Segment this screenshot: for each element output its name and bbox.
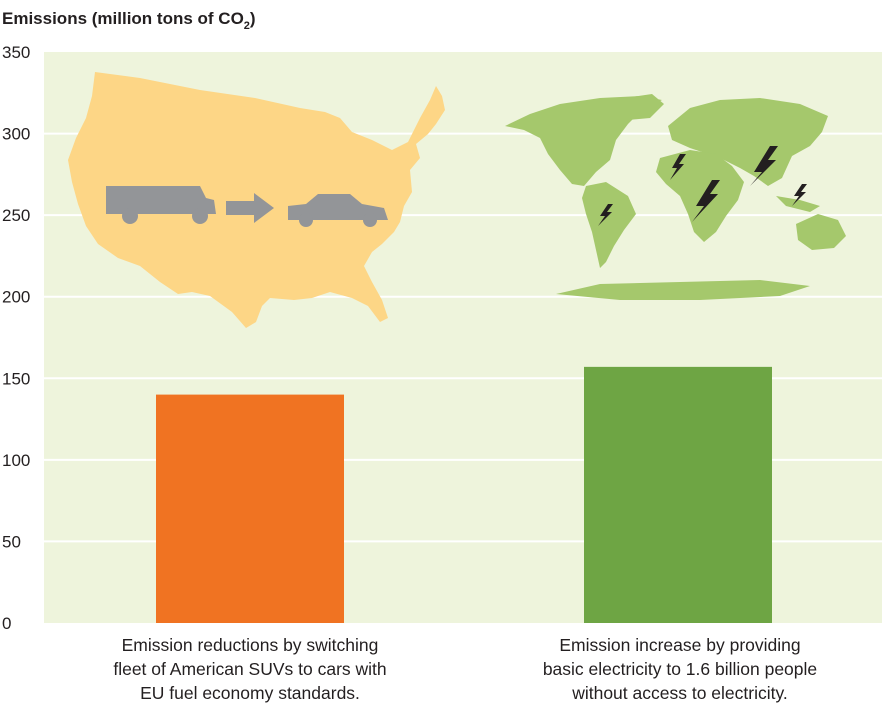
indonesia-shape — [776, 196, 820, 212]
y-tick-label: 100 — [2, 451, 30, 470]
y-axis-title: Emissions (million tons of CO2) — [2, 9, 256, 32]
antarctica-shape — [556, 280, 810, 300]
category-label: without access to electricity. — [571, 683, 788, 703]
category-label: EU fuel economy standards. — [140, 683, 360, 703]
y-tick-label: 250 — [2, 206, 30, 225]
lightning-bolt-icon — [750, 146, 778, 186]
lightning-bolt-icon — [598, 204, 613, 226]
car-front-wheel — [363, 213, 377, 227]
car-body — [288, 194, 388, 220]
lightning-bolt-icon — [670, 154, 686, 180]
australia-shape — [796, 214, 846, 250]
y-axis-title-close: ) — [250, 9, 256, 28]
y-tick-label: 200 — [2, 288, 30, 307]
suv-body — [106, 186, 216, 214]
y-axis-title-subscript: 2 — [244, 20, 250, 32]
africa-shape — [656, 150, 744, 242]
bars — [156, 366, 772, 623]
category-label: basic electricity to 1.6 billion people — [543, 659, 817, 679]
lightning-bolt-icon — [792, 184, 807, 206]
arrow-right-icon — [226, 193, 274, 223]
europe-asia-shape — [668, 98, 828, 186]
category-labels: Emission reductions by switching fleet of… — [113, 635, 817, 703]
y-tick-label: 350 — [2, 43, 30, 62]
north-america-shape — [505, 96, 662, 186]
south-america-shape — [582, 182, 636, 268]
bar — [584, 366, 772, 623]
lightning-bolt-icon — [692, 180, 720, 222]
y-tick-label: 50 — [2, 532, 21, 551]
suv-icon — [106, 186, 216, 224]
category-label: Emission reductions by switching — [122, 635, 379, 655]
lightning-bolt-icons — [598, 146, 807, 226]
category-label: fleet of American SUVs to cars with — [113, 659, 386, 679]
car-icon — [288, 194, 388, 227]
suv-rear-wheel — [122, 208, 138, 224]
y-tick-label: 0 — [2, 614, 11, 633]
y-tick-label: 300 — [2, 125, 30, 144]
category-label: Emission increase by providing — [559, 635, 800, 655]
y-axis-title-main: Emissions (million tons of CO — [2, 9, 244, 28]
bar — [156, 394, 344, 623]
greenland-shape — [612, 94, 664, 120]
suv-front-wheel — [192, 208, 208, 224]
world-map-illustration — [505, 94, 846, 300]
y-axis-ticks: 0 50 100 150 200 250 300 350 — [2, 43, 30, 633]
y-tick-label: 150 — [2, 369, 30, 388]
us-map-illustration — [68, 72, 445, 328]
car-rear-wheel — [299, 213, 313, 227]
